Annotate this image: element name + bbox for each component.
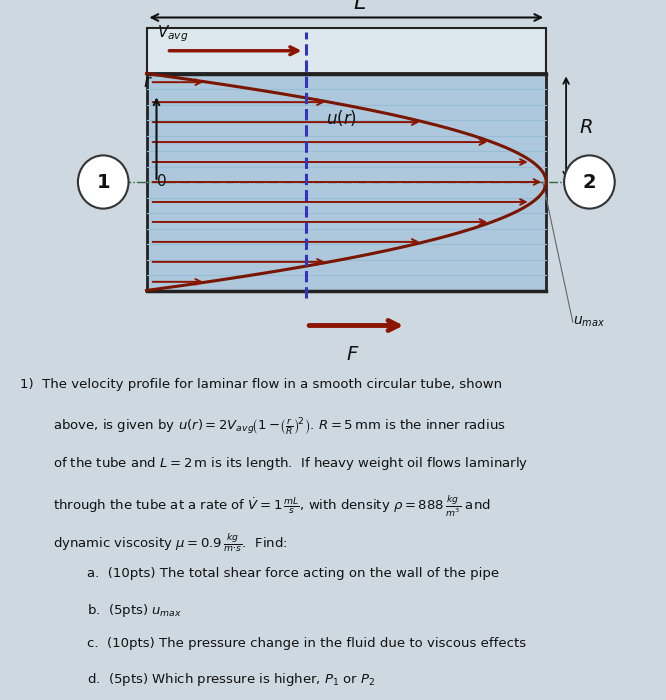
Text: $F$: $F$ bbox=[346, 345, 360, 364]
Circle shape bbox=[78, 155, 129, 209]
Text: $L$: $L$ bbox=[353, 0, 366, 13]
Text: $r$: $r$ bbox=[143, 73, 153, 91]
Text: 1: 1 bbox=[97, 172, 110, 192]
Text: c.  (10pts) The pressure change in the fluid due to viscous effects: c. (10pts) The pressure change in the fl… bbox=[87, 637, 525, 650]
Text: through the tube at a rate of $\dot{V} = 1\,\frac{mL}{s}$, with density $\rho = : through the tube at a rate of $\dot{V} =… bbox=[53, 494, 491, 519]
Text: dynamic viscosity $\mu = 0.9\,\frac{kg}{m{\cdot}s}$.  Find:: dynamic viscosity $\mu = 0.9\,\frac{kg}{… bbox=[53, 532, 288, 554]
Text: of the tube and $L = 2\,\mathrm{m}$ is its length.  If heavy weight oil flows la: of the tube and $L = 2\,\mathrm{m}$ is i… bbox=[53, 455, 529, 472]
Bar bbox=[147, 74, 546, 290]
Text: above, is given by $u(r) = 2V_{avg}\!\left(1-\!\left(\frac{r}{R}\right)^{\!2}\ri: above, is given by $u(r) = 2V_{avg}\!\le… bbox=[53, 416, 506, 438]
Circle shape bbox=[564, 155, 615, 209]
Text: a.  (10pts) The total shear force acting on the wall of the pipe: a. (10pts) The total shear force acting … bbox=[87, 568, 499, 580]
Text: $u_{max}$: $u_{max}$ bbox=[573, 315, 605, 329]
Text: 1)  The velocity profile for laminar flow in a smooth circular tube, shown: 1) The velocity profile for laminar flow… bbox=[20, 378, 502, 391]
Text: $u(r)$: $u(r)$ bbox=[326, 108, 357, 129]
Text: $V_{avg}$: $V_{avg}$ bbox=[157, 23, 188, 43]
Text: b.  (5pts) $u_{max}$: b. (5pts) $u_{max}$ bbox=[87, 602, 182, 619]
Text: 2: 2 bbox=[583, 172, 596, 192]
Text: d.  (5pts) Which pressure is higher, $P_1$ or $P_2$: d. (5pts) Which pressure is higher, $P_1… bbox=[87, 671, 375, 688]
Text: $R$: $R$ bbox=[579, 118, 593, 137]
Text: 0: 0 bbox=[157, 174, 166, 190]
Bar bbox=[147, 28, 546, 74]
